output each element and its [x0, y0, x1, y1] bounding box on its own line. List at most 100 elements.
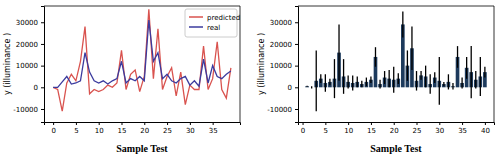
error-bar [430, 74, 431, 94]
x-axis-line [45, 123, 241, 126]
y-tick-label: 0 [34, 84, 38, 92]
error-bar [366, 78, 367, 87]
y-tick-mark [295, 22, 298, 23]
y-tick: 30000 [270, 19, 298, 27]
bar [305, 86, 309, 87]
x-axis: 0 5 10 15 20 25 30 35 [45, 122, 241, 135]
error-bar [361, 81, 362, 88]
x-tick: 10 [95, 122, 104, 135]
x-tick-mark [394, 122, 395, 125]
y-tick: 20000 [270, 41, 298, 49]
x-tick-mark [121, 122, 122, 125]
y-axis-line [41, 7, 45, 123]
legend: predictedreal [185, 9, 240, 37]
error-bar [471, 46, 472, 98]
y-tick-label: -10000 [13, 106, 38, 114]
x-tick: 40 [481, 122, 490, 135]
error-bar [443, 82, 444, 86]
x-axis-title: Sample Test [116, 143, 168, 154]
x-tick-label: 10 [95, 127, 104, 135]
y-tick-label: 0 [288, 84, 292, 92]
y-tick-mark [41, 87, 44, 88]
x-tick: 25 [163, 122, 172, 135]
error-bar [357, 76, 358, 87]
error-bar [311, 86, 312, 88]
y-tick-mark [41, 22, 44, 23]
x-tick-label: 25 [413, 127, 422, 135]
legend-swatch [189, 16, 203, 18]
error-bar [343, 59, 344, 94]
x-tick-label: 30 [186, 127, 195, 135]
x-tick: 35 [209, 122, 218, 135]
x-tick-mark [439, 122, 440, 125]
y-tick-mark [295, 66, 298, 67]
y-axis-line [295, 7, 299, 123]
x-tick-label: 5 [324, 127, 328, 135]
y-tick-label: 20000 [270, 41, 292, 49]
y-tick-label: 30000 [16, 19, 38, 27]
y-tick-label: 10000 [16, 62, 38, 70]
x-tick-mark [348, 122, 349, 125]
y-tick-label: 30000 [270, 19, 292, 27]
x-tick-label: 30 [435, 127, 444, 135]
x-tick-label: 5 [74, 127, 78, 135]
error-bar [416, 71, 417, 91]
error-bar [480, 57, 481, 96]
error-bar [334, 59, 335, 98]
error-bar [375, 47, 376, 67]
y-tick: 20000 [16, 41, 44, 49]
x-tick-mark [144, 122, 145, 125]
error-bar [379, 80, 380, 89]
y-tick-mark [295, 44, 298, 45]
x-tick-label: 20 [140, 127, 149, 135]
y-axis-title: y (illuminance ) [3, 33, 12, 95]
y-tick: -10000 [267, 106, 298, 114]
legend-label: predicted [207, 14, 240, 22]
x-tick-label: 40 [481, 127, 490, 135]
x-tick-label: 0 [301, 127, 305, 135]
error-bar [448, 74, 449, 89]
x-tick: 15 [367, 122, 376, 135]
y-axis: -10000 0 10000 20000 30000 [13, 7, 44, 123]
error-bar [338, 24, 339, 80]
x-tick-mark [462, 122, 463, 125]
x-tick-label: 0 [51, 127, 55, 135]
frame [44, 6, 240, 7]
x-axis-title: Sample Test [370, 143, 422, 154]
y-tick-mark [295, 87, 298, 88]
x-axis-line [299, 123, 495, 126]
error-bar [407, 50, 408, 80]
y-tick-mark [41, 66, 44, 67]
x-tick-mark [167, 122, 168, 125]
y-tick-label: -10000 [267, 106, 292, 114]
x-tick-label: 15 [118, 127, 127, 135]
error-bar [389, 70, 390, 87]
y-tick-mark [41, 109, 44, 110]
x-tick: 30 [435, 122, 444, 135]
error-bar [398, 73, 399, 84]
x-tick: 5 [74, 122, 78, 135]
error-bar [306, 85, 307, 87]
error-bar [393, 67, 394, 93]
panel: 0 5 10 15 20 25 30 35 -10000 0 10000 20000 30000 Samp… [3, 6, 241, 154]
y-axis-title: y (illuminance ) [257, 33, 266, 95]
error-bar [452, 83, 453, 90]
x-tick: 35 [458, 122, 467, 135]
x-tick: 0 [51, 122, 55, 135]
x-tick: 5 [324, 122, 328, 135]
x-tick: 20 [390, 122, 399, 135]
error-bar [384, 71, 385, 84]
x-tick-label: 15 [367, 127, 376, 135]
x-tick-mark [99, 122, 100, 125]
x-tick-mark [371, 122, 372, 125]
y-tick: 10000 [270, 62, 298, 70]
y-axis: -10000 0 10000 20000 30000 [267, 7, 298, 123]
x-tick-mark [213, 122, 214, 125]
y-tick: 30000 [16, 19, 44, 27]
error-bar [402, 11, 403, 37]
error-bar [316, 50, 317, 111]
error-bar [466, 57, 467, 79]
error-bar [457, 46, 458, 68]
x-tick: 10 [344, 122, 353, 135]
frame [240, 6, 241, 122]
